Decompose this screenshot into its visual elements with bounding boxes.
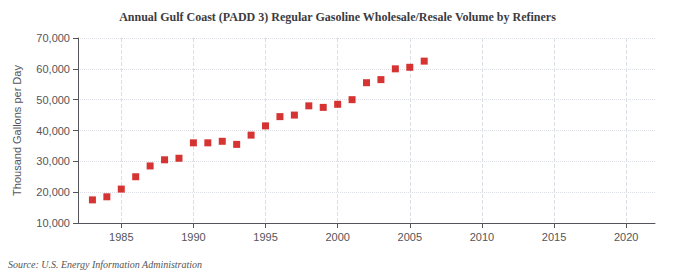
svg-text:2010: 2010 <box>470 231 494 243</box>
svg-text:2005: 2005 <box>398 231 422 243</box>
svg-text:60,000: 60,000 <box>36 63 70 75</box>
svg-text:40,000: 40,000 <box>36 125 70 137</box>
svg-text:1990: 1990 <box>181 231 205 243</box>
svg-text:2015: 2015 <box>542 231 566 243</box>
svg-text:70,000: 70,000 <box>36 32 70 44</box>
svg-text:20,000: 20,000 <box>36 186 70 198</box>
svg-text:1995: 1995 <box>253 231 277 243</box>
svg-text:Source: U.S. Energy Informatio: Source: U.S. Energy Information Administ… <box>8 259 202 270</box>
svg-text:1985: 1985 <box>109 231 133 243</box>
svg-text:Thousand Gallons per Day: Thousand Gallons per Day <box>11 65 23 196</box>
svg-text:2000: 2000 <box>325 231 349 243</box>
svg-text:Annual Gulf Coast (PADD 3) Reg: Annual Gulf Coast (PADD 3) Regular Gasol… <box>119 10 556 24</box>
svg-text:2020: 2020 <box>614 231 638 243</box>
svg-text:10,000: 10,000 <box>36 217 70 229</box>
svg-text:50,000: 50,000 <box>36 94 70 106</box>
svg-text:30,000: 30,000 <box>36 155 70 167</box>
